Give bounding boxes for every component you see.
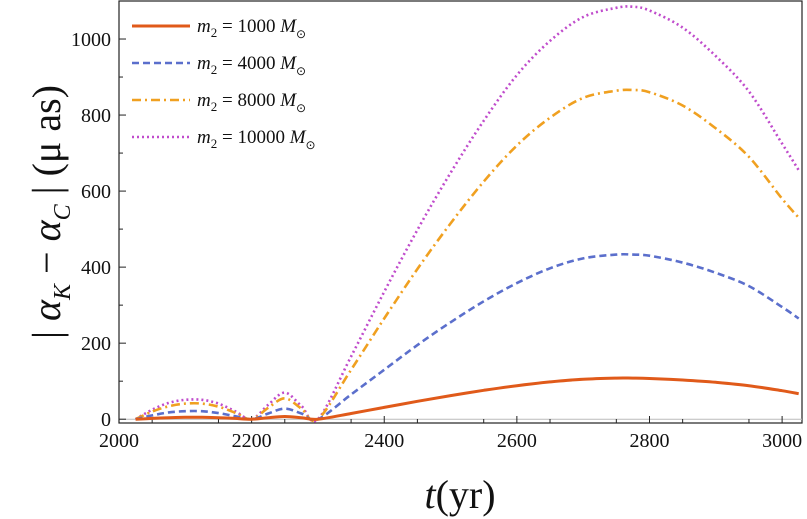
y-axis-ticks: 0 200 400 600 800 1000: [71, 29, 126, 431]
legend-label: m2 = 8000 M⊙: [197, 90, 306, 115]
x-axis-symbol: t: [424, 472, 436, 517]
y-axis-label-part: C: [50, 203, 76, 220]
legend-subscript: 2: [211, 136, 218, 151]
series-line: [135, 252, 800, 422]
y-tick-label: 600: [81, 181, 111, 203]
y-tick-label: 200: [81, 333, 111, 355]
plot-frame: [118, 0, 803, 424]
x-tick-label: 3000: [762, 430, 802, 452]
series-line: [135, 376, 799, 421]
legend-unit-subscript: ⊙: [306, 138, 316, 152]
x-axis-unit: (yr): [436, 472, 496, 517]
legend-symbol: m: [197, 90, 211, 111]
y-axis-label-part: K: [50, 282, 76, 301]
legend-symbol: m: [197, 127, 211, 148]
series-layer: [134, 5, 800, 423]
y-axis-label: | αK − αC | (μ as): [24, 85, 76, 339]
y-axis-label-part: |: [24, 321, 69, 339]
legend-label: m2 = 4000 M⊙: [197, 53, 306, 78]
y-axis-label-part: (μ as): [24, 85, 69, 176]
legend-unit: M: [289, 127, 307, 148]
y-axis-label-part: −: [24, 241, 69, 284]
legend-unit: M: [279, 53, 297, 74]
y-tick-label: 400: [81, 257, 111, 279]
legend-subscript: 2: [211, 99, 218, 114]
x-axis-ticks: 2000 2200 2400 2600 2800 3000: [99, 416, 802, 452]
x-tick-label: 2800: [629, 430, 669, 452]
x-tick-label: 2400: [364, 430, 404, 452]
x-axis-label: t(yr): [424, 472, 495, 517]
legend-value: = 1000: [217, 16, 280, 37]
legend-subscript: 2: [211, 62, 218, 77]
legend-label: m2 = 1000 M⊙: [197, 16, 306, 41]
y-axis-label-part: α: [24, 219, 69, 241]
legend-unit-subscript: ⊙: [296, 64, 306, 78]
legend-value: = 8000: [217, 90, 280, 111]
y-tick-label: 0: [101, 409, 111, 431]
series-line: [134, 5, 800, 423]
legend-value: = 4000: [217, 53, 280, 74]
x-tick-label: 2200: [232, 430, 272, 452]
y-axis-label-part: α: [24, 299, 69, 321]
legend-unit-subscript: ⊙: [296, 27, 306, 41]
legend-unit-subscript: ⊙: [296, 101, 306, 115]
legend-unit: M: [279, 16, 297, 37]
y-tick-label: 800: [81, 105, 111, 127]
legend-unit: M: [279, 90, 297, 111]
legend-symbol: m: [197, 16, 211, 37]
series-line: [135, 88, 800, 423]
y-axis-label-part: |: [24, 176, 69, 204]
y-tick-label: 1000: [71, 29, 111, 51]
legend-value: = 10000: [217, 127, 289, 148]
legend-label: m2 = 10000 M⊙: [197, 127, 316, 152]
x-tick-label: 2000: [99, 430, 139, 452]
legend: m2 = 1000 M⊙m2 = 4000 M⊙m2 = 8000 M⊙m2 =…: [132, 16, 316, 152]
legend-subscript: 2: [211, 25, 218, 40]
legend-symbol: m: [197, 53, 211, 74]
x-tick-label: 2600: [497, 430, 537, 452]
